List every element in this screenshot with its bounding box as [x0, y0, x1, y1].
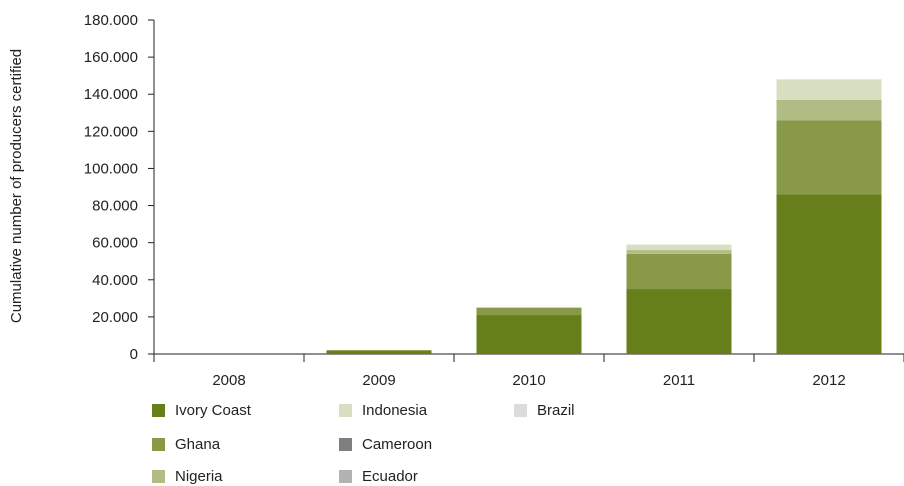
legend-item-ecuador: Ecuador — [339, 468, 418, 485]
legend-label: Indonesia — [362, 402, 428, 419]
y-tick-label: 40.000 — [92, 272, 138, 289]
legend-label: Ghana — [175, 436, 221, 453]
y-axis-label: Cumulative number of producers certified — [8, 49, 25, 323]
y-axis: 0 20.000 40.000 60.000 80.000 100.000 120.000 1… — [84, 12, 155, 363]
y-tick-label: 120.000 — [84, 123, 138, 140]
y-tick-label: 140.000 — [84, 86, 138, 103]
legend-item-ghana: Ghana — [152, 436, 220, 453]
legend-item-ivory-coast: Ivory Coast — [152, 402, 251, 419]
x-tick-label: 2011 — [663, 372, 695, 389]
x-tick-label: 2008 — [212, 372, 245, 389]
legend-swatch — [339, 438, 352, 451]
bar-ivory-coast-2012 — [776, 194, 882, 354]
legend-item-nigeria: Nigeria — [152, 468, 223, 485]
y-tick-label: 160.000 — [84, 49, 138, 66]
bar-indonesia-2011 — [626, 244, 732, 251]
bar-ghana-2010 — [476, 307, 582, 316]
legend-swatch — [339, 404, 352, 417]
bar-nigeria-2011 — [626, 250, 732, 254]
bar-ghana-2011 — [626, 253, 732, 290]
y-tick-label: 80.000 — [92, 198, 138, 215]
stacked-bar-chart: 0 20.000 40.000 60.000 80.000 100.000 120.000 1… — [8, 12, 904, 389]
x-tick-label: 2012 — [812, 372, 845, 389]
y-tick-label: 20.000 — [92, 309, 138, 326]
bars — [326, 79, 882, 354]
y-tick-label: 180.000 — [84, 12, 138, 29]
bar-ivory-coast-2009 — [326, 350, 432, 354]
x-axis: 2008 2009 2010 2011 2012 — [153, 353, 904, 389]
legend-label: Ivory Coast — [175, 402, 251, 419]
bar-nigeria-2012 — [776, 99, 882, 121]
x-tick-label: 2009 — [362, 372, 395, 389]
legend-swatch — [152, 404, 165, 417]
y-tick-label: 100.000 — [84, 160, 138, 177]
y-tick-label: 60.000 — [92, 235, 138, 252]
bar-ivory-coast-2010 — [476, 315, 582, 354]
bar-ghana-2012 — [776, 120, 882, 195]
legend-swatch — [514, 404, 527, 417]
legend-item-brazil: Brazil — [514, 402, 575, 419]
legend-label: Cameroon — [362, 436, 433, 453]
legend: Ivory Coast Ghana Nigeria Indonesia Came… — [152, 402, 752, 486]
legend-item-cameroon: Cameroon — [339, 436, 432, 453]
x-tick-label: 2010 — [512, 372, 545, 389]
bar-indonesia-2012 — [776, 79, 882, 100]
legend-swatch — [152, 470, 165, 483]
legend-label: Ecuador — [362, 468, 418, 485]
legend-item-indonesia: Indonesia — [339, 402, 427, 419]
bar-ivory-coast-2011 — [626, 289, 732, 354]
y-tick-label: 0 — [130, 346, 138, 363]
legend-label: Nigeria — [175, 468, 223, 485]
legend-label: Brazil — [537, 402, 575, 419]
legend-swatch — [339, 470, 352, 483]
legend-swatch — [152, 438, 165, 451]
